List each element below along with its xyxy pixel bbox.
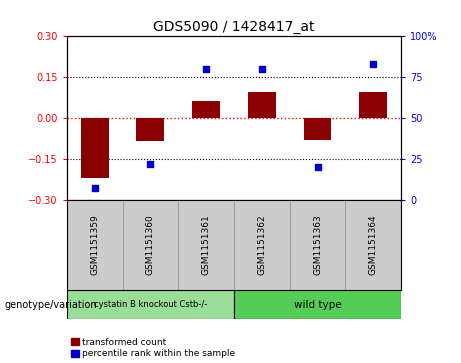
Bar: [359, 92, 387, 118]
Text: GSM1151362: GSM1151362: [257, 215, 266, 276]
Text: genotype/variation: genotype/variation: [5, 300, 97, 310]
Point: [258, 66, 266, 72]
Text: GSM1151363: GSM1151363: [313, 215, 322, 276]
Point: [202, 66, 210, 72]
Title: GDS5090 / 1428417_at: GDS5090 / 1428417_at: [153, 20, 315, 34]
Bar: [234, 290, 401, 319]
Point: [370, 61, 377, 67]
Text: GSM1151364: GSM1151364: [369, 215, 378, 276]
Bar: [290, 200, 345, 290]
Bar: [234, 200, 290, 290]
Text: GSM1151361: GSM1151361: [201, 215, 211, 276]
Point: [91, 185, 98, 191]
Text: GSM1151360: GSM1151360: [146, 215, 155, 276]
Point: [314, 164, 321, 170]
Bar: [123, 200, 178, 290]
Bar: [345, 200, 401, 290]
Text: wild type: wild type: [294, 300, 341, 310]
Bar: [67, 200, 123, 290]
Bar: [178, 200, 234, 290]
Bar: [67, 290, 234, 319]
Bar: [248, 92, 276, 118]
Text: cystatin B knockout Cstb-/-: cystatin B knockout Cstb-/-: [94, 301, 207, 309]
Bar: [136, 118, 164, 141]
Bar: [304, 118, 331, 140]
Legend: transformed count, percentile rank within the sample: transformed count, percentile rank withi…: [71, 338, 235, 359]
Text: GSM1151359: GSM1151359: [90, 215, 99, 276]
Point: [147, 161, 154, 167]
Bar: [81, 118, 109, 178]
Bar: [192, 101, 220, 118]
